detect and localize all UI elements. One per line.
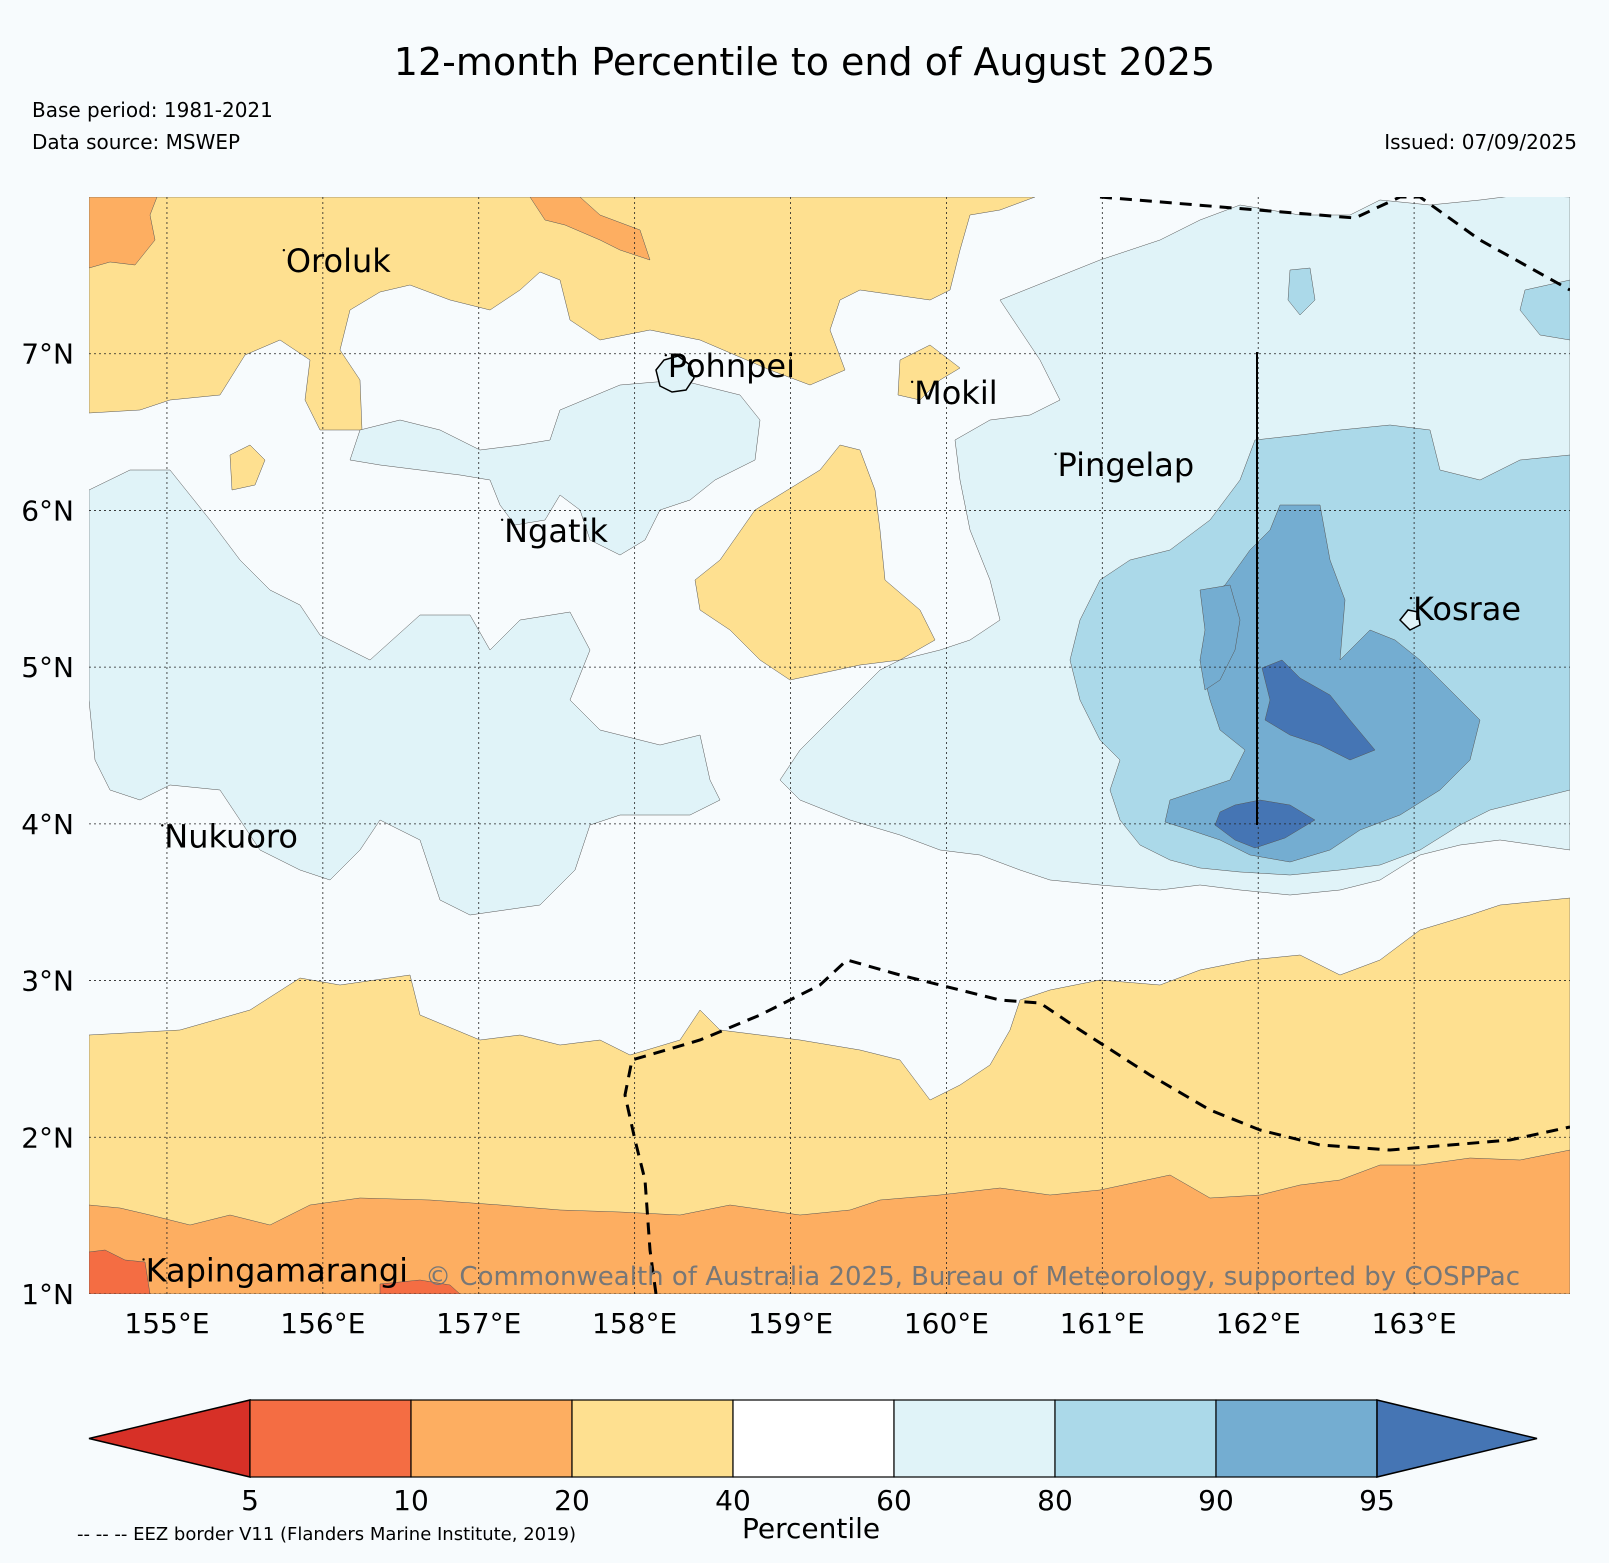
base-period: Base period: 1981-2021 xyxy=(32,98,273,122)
eez-note: -- -- -- EEZ border V11 (Flanders Marine… xyxy=(77,1524,577,1545)
lat-tick-label: 3°N xyxy=(21,965,74,998)
lat-tick-label: 5°N xyxy=(21,651,74,684)
gridlines xyxy=(89,197,1570,1294)
colorbar-box xyxy=(1054,1399,1217,1478)
data-source: Data source: MSWEP xyxy=(32,130,241,154)
region-kosrae-darkblue xyxy=(1261,659,1376,761)
lat-axis: 1°N 2°N 3°N 4°N 5°N 6°N 7°N xyxy=(21,338,74,1311)
chart-title: 12-month Percentile to end of August 202… xyxy=(393,40,1216,84)
place-label: Pingelap xyxy=(1058,446,1195,484)
place-label: Nukuoro xyxy=(164,817,298,855)
eez-border-south xyxy=(623,958,1570,1294)
colorbar: 5 10 20 40 60 80 90 95 xyxy=(88,1399,1538,1517)
colorbar-tick-label: 10 xyxy=(393,1484,429,1517)
colorbar-box xyxy=(249,1399,412,1478)
place-marker xyxy=(1409,596,1413,600)
lon-tick-label: 158°E xyxy=(592,1307,677,1340)
map-area: Oroluk Pohnpei Mokil Pingelap Ngatik Kosrae Nu… xyxy=(89,197,1570,1294)
colorbar-box xyxy=(410,1399,573,1478)
region-west-lightblue xyxy=(89,469,721,916)
place-marker xyxy=(500,518,504,521)
place-marker xyxy=(664,354,668,357)
band-90-95 xyxy=(1164,504,1481,863)
place-marker xyxy=(161,824,164,827)
issued-date: Issued: 07/09/2025 xyxy=(1384,130,1577,154)
band-10-20 xyxy=(89,197,1570,1294)
lon-tick-label: 162°E xyxy=(1216,1307,1301,1340)
region-south-orange xyxy=(89,1149,1570,1294)
colorbar-tick-label: 90 xyxy=(1198,1484,1234,1517)
pohnpei-island xyxy=(655,355,695,393)
region-ne-midblue xyxy=(1519,279,1570,341)
lat-tick-label: 2°N xyxy=(21,1121,74,1154)
lon-tick-label: 157°E xyxy=(436,1307,521,1340)
region-n-midblue xyxy=(1287,267,1316,316)
place-labels: Oroluk Pohnpei Mokil Pingelap Ngatik Kosrae Nu… xyxy=(142,242,1521,1289)
place-label: Kapingamarangi xyxy=(146,1251,408,1289)
lon-tick-label: 160°E xyxy=(904,1307,989,1340)
region-s-red xyxy=(379,1279,461,1294)
colorbar-extend-low xyxy=(88,1399,251,1478)
islands xyxy=(655,355,1421,631)
place-label: Kosrae xyxy=(1413,590,1521,628)
lon-tick-label: 159°E xyxy=(748,1307,833,1340)
place-label: Oroluk xyxy=(286,242,391,280)
region-north-yellow xyxy=(89,197,1036,431)
colorbar-tick-label: 95 xyxy=(1359,1484,1395,1517)
colorbar-tick-label: 5 xyxy=(241,1484,259,1517)
colorbar-extend-high xyxy=(1376,1399,1538,1478)
region-mokil-yellow xyxy=(897,344,961,401)
lon-tick-label: 161°E xyxy=(1060,1307,1145,1340)
colorbar-tick-label: 20 xyxy=(554,1484,590,1517)
colorbar-tick-label: 40 xyxy=(715,1484,751,1517)
kosrae-island xyxy=(1398,609,1421,631)
lat-tick-label: 7°N xyxy=(21,338,74,371)
region-nw-orange xyxy=(89,197,158,269)
place-label: Ngatik xyxy=(504,512,608,550)
place-marker xyxy=(1054,452,1057,456)
place-marker xyxy=(282,249,286,252)
colorbar-tick-label: 80 xyxy=(1037,1484,1073,1517)
colorbar-box xyxy=(1215,1399,1378,1478)
lon-axis: 155°E 156°E 157°E 158°E 159°E 160°E 161°E 162°E… xyxy=(124,1307,1456,1340)
region-small-yellow xyxy=(229,444,266,491)
region-pohnpei-lightblue xyxy=(349,379,761,556)
place-marker xyxy=(142,1258,145,1261)
region-central-yellow xyxy=(694,444,936,681)
region-west-blue xyxy=(1199,584,1241,691)
band-5-10 xyxy=(89,1249,461,1294)
region-n-orange xyxy=(529,197,651,261)
lat-tick-label: 6°N xyxy=(21,494,74,527)
lat-tick-label: 1°N xyxy=(21,1278,74,1311)
place-label: Pohnpei xyxy=(668,347,795,385)
colorbar-box xyxy=(571,1399,734,1478)
lat-tick-label: 4°N xyxy=(21,808,74,841)
colorbar-tick-label: 60 xyxy=(876,1484,912,1517)
place-label: Mokil xyxy=(914,374,998,412)
region-sw-red xyxy=(89,1249,151,1294)
place-marker xyxy=(910,380,914,384)
lon-tick-label: 156°E xyxy=(280,1307,365,1340)
lon-tick-label: 155°E xyxy=(124,1307,209,1340)
lon-tick-label: 163°E xyxy=(1372,1307,1457,1340)
colorbar-box xyxy=(893,1399,1056,1478)
colorbar-box xyxy=(732,1399,895,1478)
eez-borders xyxy=(623,197,1570,1294)
copyright-notice: © Commonwealth of Australia 2025, Bureau… xyxy=(425,1262,1520,1292)
colorbar-label: Percentile xyxy=(742,1512,881,1545)
